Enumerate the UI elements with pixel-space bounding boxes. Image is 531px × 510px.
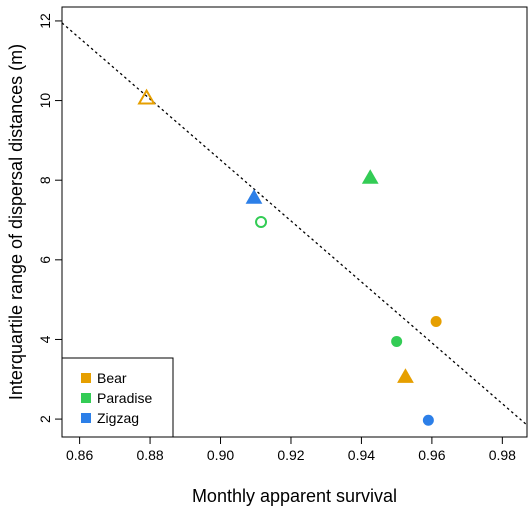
x-tick-label: 0.94	[348, 447, 375, 463]
point-zigzag-circle	[422, 414, 434, 426]
point-bear-triangle	[137, 88, 156, 105]
x-tick-label: 0.96	[418, 447, 445, 463]
y-tick-label: 6	[37, 256, 53, 264]
y-axis-title: Interquartile range of dispersal distanc…	[6, 44, 26, 400]
y-tick-label: 4	[37, 335, 53, 343]
x-tick-label: 0.92	[277, 447, 304, 463]
legend-label-zigzag: Zigzag	[97, 410, 139, 426]
y-tick-label: 2	[37, 415, 53, 423]
point-paradise-triangle	[361, 169, 379, 184]
legend-swatch-zigzag	[81, 413, 91, 423]
point-bear-triangle	[397, 368, 414, 383]
x-tick-label: 0.98	[489, 447, 516, 463]
point-paradise-circle	[255, 216, 268, 228]
plot-marks: 0.86 0.88 0.90 0.92 0.94 0.96 0.98 2 4 6 8 10 12 Mont…	[6, 6, 528, 506]
point-bear-circle	[430, 316, 442, 328]
legend-label-bear: Bear	[97, 370, 127, 386]
x-tick-label: 0.90	[207, 447, 234, 463]
plot-frame	[61, 6, 528, 438]
legend-swatch-paradise	[81, 393, 91, 403]
y-tick-label: 8	[37, 176, 53, 184]
x-tick-label: 0.88	[136, 447, 163, 463]
y-tick-label: 10	[37, 93, 53, 109]
point-paradise-circle	[391, 335, 403, 347]
trend-line	[61, 22, 528, 426]
legend-label-paradise: Paradise	[97, 390, 152, 406]
point-zigzag-triangle	[245, 189, 263, 204]
legend-box	[61, 357, 174, 438]
x-axis-title: Monthly apparent survival	[192, 486, 397, 506]
x-tick-label: 0.86	[66, 447, 93, 463]
legend-swatch-bear	[81, 373, 91, 383]
y-tick-label: 12	[37, 13, 53, 29]
